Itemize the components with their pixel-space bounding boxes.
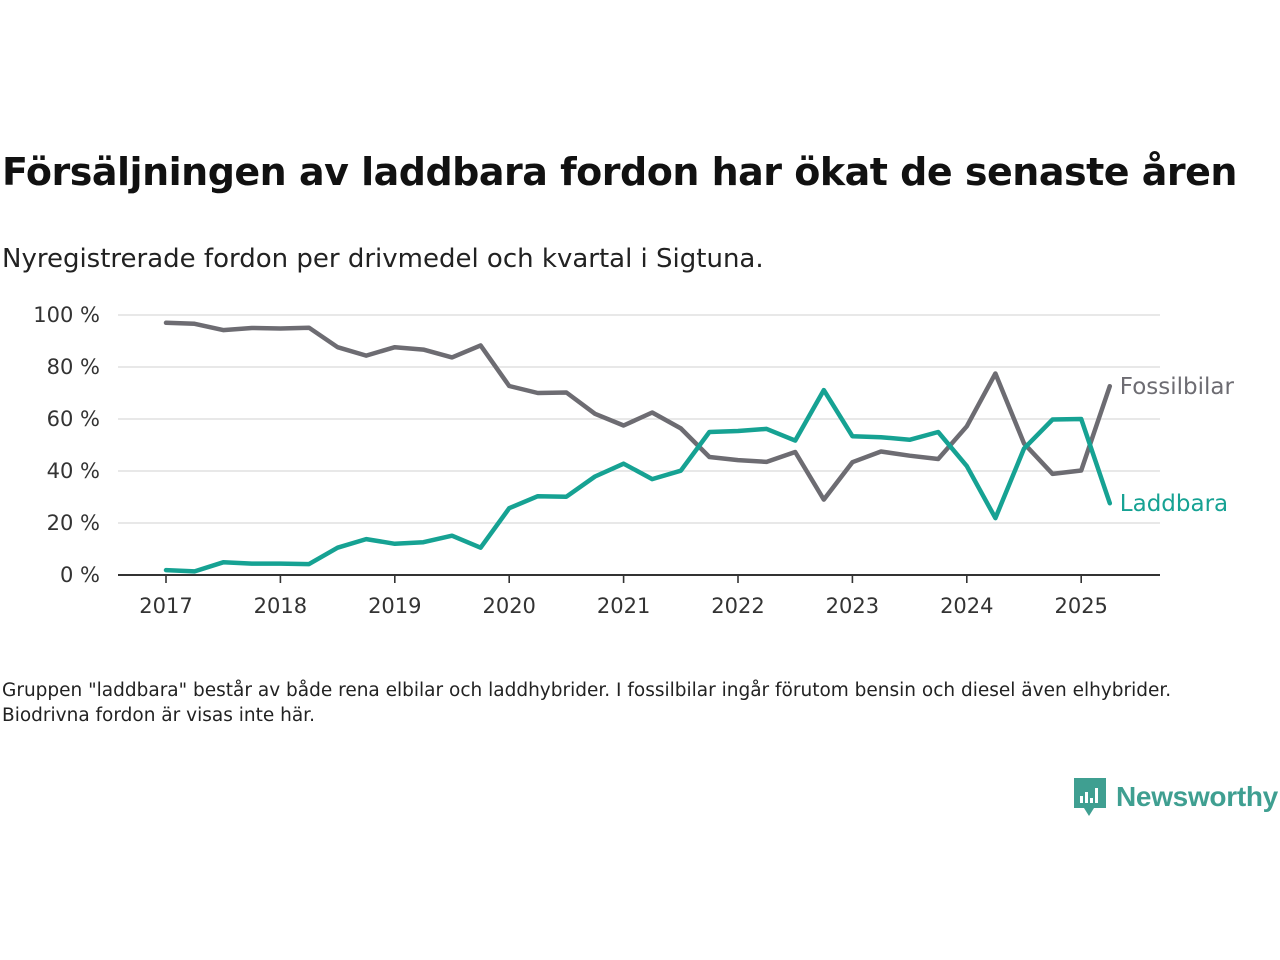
y-tick-label: 80 % bbox=[47, 355, 100, 379]
x-tick-label: 2020 bbox=[482, 594, 535, 618]
series-labels: Fossilbilar Laddbara bbox=[1120, 374, 1235, 517]
x-tick-label: 2019 bbox=[368, 594, 421, 618]
y-tick-label: 20 % bbox=[47, 511, 100, 535]
y-tick-label: 100 % bbox=[33, 303, 100, 327]
x-tick-label: 2018 bbox=[254, 594, 307, 618]
x-tick-label: 2022 bbox=[711, 594, 764, 618]
brand-logo[interactable]: Newsworthy bbox=[1072, 776, 1278, 818]
y-tick-label: 40 % bbox=[47, 459, 100, 483]
series-label-fossilbilar: Fossilbilar bbox=[1120, 374, 1235, 400]
x-tick-label: 2023 bbox=[826, 594, 879, 618]
series-lines bbox=[163, 320, 1113, 574]
x-tick-label: 2025 bbox=[1054, 594, 1107, 618]
series-line-laddbara bbox=[163, 387, 1113, 574]
chart-subtitle: Nyregistrerade fordon per drivmedel och … bbox=[2, 244, 764, 274]
footnote: Gruppen "laddbara" består av både rena e… bbox=[2, 680, 1172, 726]
line-chart: 0 % 20 % 40 % 60 % 80 % 100 % 2017 2018 2019 2020… bbox=[33, 303, 1235, 618]
x-tick-label: 2024 bbox=[940, 594, 993, 618]
axes: 0 % 20 % 40 % 60 % 80 % 100 % 2017 2018 2019 2020… bbox=[33, 303, 1160, 618]
series-line-fossilbilar bbox=[163, 320, 1113, 502]
y-tick-label: 0 % bbox=[60, 563, 100, 587]
x-tick-label: 2021 bbox=[597, 594, 650, 618]
brand-name: Newsworthy bbox=[1116, 781, 1278, 812]
bar-chart-speech-bubble-icon bbox=[1074, 778, 1106, 816]
x-tick-label: 2017 bbox=[139, 594, 192, 618]
y-tick-label: 60 % bbox=[47, 407, 100, 431]
chart-title: Försäljningen av laddbara fordon har öka… bbox=[2, 150, 1237, 194]
series-label-laddbara: Laddbara bbox=[1120, 491, 1228, 517]
